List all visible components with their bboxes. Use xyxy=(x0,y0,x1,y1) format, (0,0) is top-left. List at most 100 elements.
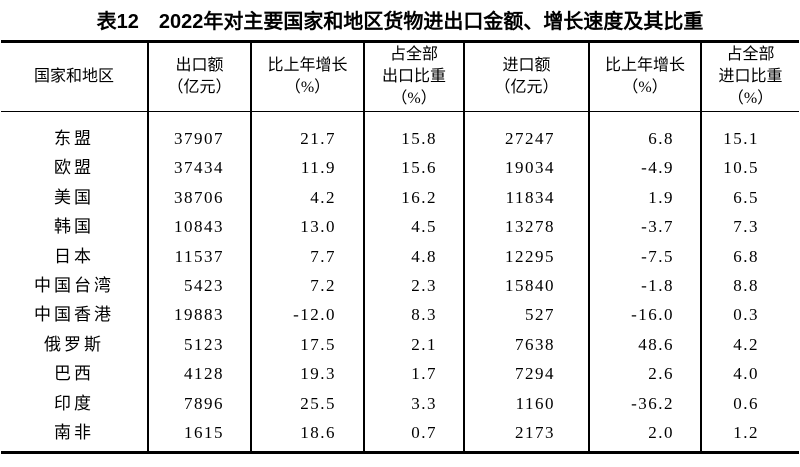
column-header-export-value: 出口额 （亿元） xyxy=(148,41,252,112)
value-cell: 48.6 xyxy=(589,329,702,360)
value-cell: -3.7 xyxy=(589,212,702,242)
value-cell: 19.3 xyxy=(251,359,365,389)
region-cell: 俄罗斯 xyxy=(1,329,149,360)
region-cell: 韩国 xyxy=(1,212,149,242)
region-cell: 巴西 xyxy=(1,359,149,389)
value-cell: 18.6 xyxy=(251,418,365,453)
column-header-import-growth: 比上年增长 （%） xyxy=(589,41,702,112)
column-header-line: （%） xyxy=(727,90,774,107)
column-header-import-share: 占全部 进口比重 （%） xyxy=(701,41,799,112)
table-row: 日本 11537 7.7 4.8 12295 -7.5 6.8 xyxy=(1,241,799,272)
table-row: 中国台湾 5423 7.2 2.3 15840 -1.8 8.8 xyxy=(1,271,799,301)
value-cell: 2173 xyxy=(464,418,590,453)
column-header-line: （亿元） xyxy=(494,79,559,96)
region-cell: 日本 xyxy=(1,241,149,272)
value-cell: 19034 xyxy=(464,153,590,183)
value-cell: 0.3 xyxy=(733,305,759,325)
column-header-line: （%） xyxy=(622,79,668,96)
value-cell: 1160 xyxy=(464,388,590,419)
value-cell: 4.8 xyxy=(364,241,465,272)
value-cell: 2.1 xyxy=(364,329,465,360)
value-cell: 38706 xyxy=(148,182,252,213)
value-cell: 7.2 xyxy=(251,271,365,301)
value-cell: 16.2 xyxy=(364,182,465,213)
value-cell: 37907 xyxy=(148,111,252,154)
value-cell: 8.8 xyxy=(733,276,759,296)
value-cell: 6.5 xyxy=(733,187,759,207)
value-cell: 4.2 xyxy=(251,182,365,213)
column-header-line: （%） xyxy=(284,79,331,96)
value-cell: 0.7 xyxy=(364,418,465,453)
table-row: 美国 38706 4.2 16.2 11834 1.9 6.5 xyxy=(1,182,799,213)
value-cell: 5423 xyxy=(148,271,252,301)
region-cell: 东盟 xyxy=(1,111,149,154)
value-cell: 1615 xyxy=(148,418,252,453)
column-header-export-share: 占全部出口比重 （%） xyxy=(364,41,465,112)
value-cell: 10.5 xyxy=(723,158,759,178)
value-cell: -1.8 xyxy=(589,271,702,301)
value-cell: 11537 xyxy=(148,241,252,272)
region-cell: 欧盟 xyxy=(1,153,149,183)
column-header-line: （%） xyxy=(391,90,437,107)
value-cell: 4.0 xyxy=(733,364,759,384)
value-cell: 25.5 xyxy=(251,388,365,419)
value-cell: 1.7 xyxy=(364,359,465,389)
table-body: 东盟 37907 21.7 15.8 27247 6.8 15.1 欧盟 37434 11.9 15… xyxy=(1,111,799,453)
value-cell: -4.9 xyxy=(589,153,702,183)
column-header-line: 国家和地区 xyxy=(33,68,114,85)
table-header-row: 国家和地区 出口额 （亿元） 比上年增长 （%） 占全部出口比重 （%） 进口额 （亿元） 比上年… xyxy=(1,41,799,112)
value-cell: 6.8 xyxy=(589,111,702,154)
value-cell: -7.5 xyxy=(589,241,702,272)
value-cell: -16.0 xyxy=(589,300,702,330)
value-cell: 13.0 xyxy=(251,212,365,242)
column-header-line: 比上年增长 xyxy=(267,57,348,74)
value-cell: 1.2 xyxy=(733,423,759,443)
value-cell: 4.2 xyxy=(733,334,759,354)
value-cell: 2.0 xyxy=(589,418,702,453)
table-row: 欧盟 37434 11.9 15.6 19034 -4.9 10.5 xyxy=(1,153,799,183)
table-row: 俄罗斯 5123 17.5 2.1 7638 48.6 4.2 xyxy=(1,329,799,360)
value-cell: 6.8 xyxy=(733,246,759,266)
column-header-line: 占全部 xyxy=(726,46,775,63)
table-row: 中国香港 19883 -12.0 8.3 527 -16.0 0.3 xyxy=(1,300,799,330)
value-cell: 15.1 xyxy=(723,129,759,148)
value-cell: 10843 xyxy=(148,212,252,242)
value-cell: 37434 xyxy=(148,153,252,183)
value-cell: 21.7 xyxy=(251,111,365,154)
table-row: 东盟 37907 21.7 15.8 27247 6.8 15.1 xyxy=(1,111,799,154)
value-cell: 3.3 xyxy=(364,388,465,419)
value-cell: 8.3 xyxy=(364,300,465,330)
value-cell: -12.0 xyxy=(251,300,365,330)
column-header-export-growth: 比上年增长 （%） xyxy=(251,41,365,112)
region-cell: 中国台湾 xyxy=(1,271,149,301)
value-cell: 13278 xyxy=(464,212,590,242)
region-cell: 南非 xyxy=(1,418,149,453)
column-header-line: 出口额 xyxy=(175,57,224,74)
trade-table: 国家和地区 出口额 （亿元） 比上年增长 （%） 占全部出口比重 （%） 进口额 （亿元） 比上年… xyxy=(1,40,799,455)
table-row: 印度 7896 25.5 3.3 1160 -36.2 0.6 xyxy=(1,388,799,419)
table-row: 南非 1615 18.6 0.7 2173 2.0 1.2 xyxy=(1,418,799,453)
value-cell: 15.8 xyxy=(364,111,465,154)
value-cell: 2.6 xyxy=(589,359,702,389)
column-header-line: 比上年增长 xyxy=(604,57,685,74)
value-cell: 17.5 xyxy=(251,329,365,360)
value-cell: 7638 xyxy=(464,329,590,360)
value-cell: 4.5 xyxy=(364,212,465,242)
table-row: 韩国 10843 13.0 4.5 13278 -3.7 7.3 xyxy=(1,212,799,242)
column-header-line: 出口比重 xyxy=(381,68,446,85)
value-cell: 27247 xyxy=(464,111,590,154)
region-cell: 美国 xyxy=(1,182,149,213)
value-cell: 7896 xyxy=(148,388,252,419)
column-header-region: 国家和地区 xyxy=(1,41,149,112)
value-cell: 15840 xyxy=(464,271,590,301)
value-cell: 7.3 xyxy=(733,217,759,237)
value-cell: 5123 xyxy=(148,329,252,360)
value-cell: 1.9 xyxy=(589,182,702,213)
value-cell: 4128 xyxy=(148,359,252,389)
region-cell: 印度 xyxy=(1,388,149,419)
column-header-line: 进口额 xyxy=(502,57,551,74)
column-header-import-value: 进口额 （亿元） xyxy=(464,41,590,112)
column-header-line: （亿元） xyxy=(167,79,232,96)
value-cell: 7294 xyxy=(464,359,590,389)
column-header-line: 占全部 xyxy=(389,46,438,63)
